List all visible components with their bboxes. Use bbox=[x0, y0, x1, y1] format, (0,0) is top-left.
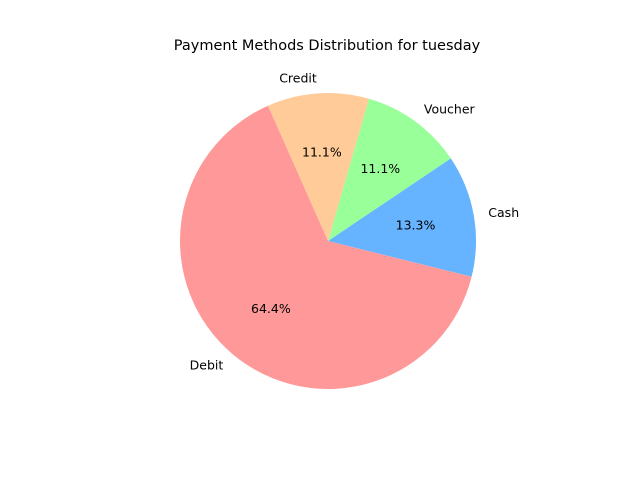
slice-label-debit: Debit bbox=[190, 358, 224, 373]
pie-slices bbox=[179, 92, 476, 390]
pct-label-credit: 11.1% bbox=[302, 144, 342, 159]
pie-slice-debit bbox=[179, 105, 472, 390]
pie-labels: Cash 13.3% Voucher 11.1% Credit 11.1% Debit 64.… bbox=[190, 71, 519, 373]
slice-label-credit: Credit bbox=[279, 71, 317, 86]
pie-slice-voucher bbox=[328, 98, 451, 241]
chart-title: Payment Methods Distribution for tuesday bbox=[174, 38, 481, 54]
pct-label-debit: 64.4% bbox=[251, 301, 291, 316]
slice-label-cash: Cash bbox=[488, 205, 519, 220]
pie-slice-cash bbox=[328, 158, 476, 277]
pie-slice-credit bbox=[267, 92, 369, 242]
pct-label-voucher: 11.1% bbox=[360, 161, 400, 176]
pct-label-cash: 13.3% bbox=[396, 218, 436, 233]
slice-label-voucher: Voucher bbox=[424, 101, 476, 116]
